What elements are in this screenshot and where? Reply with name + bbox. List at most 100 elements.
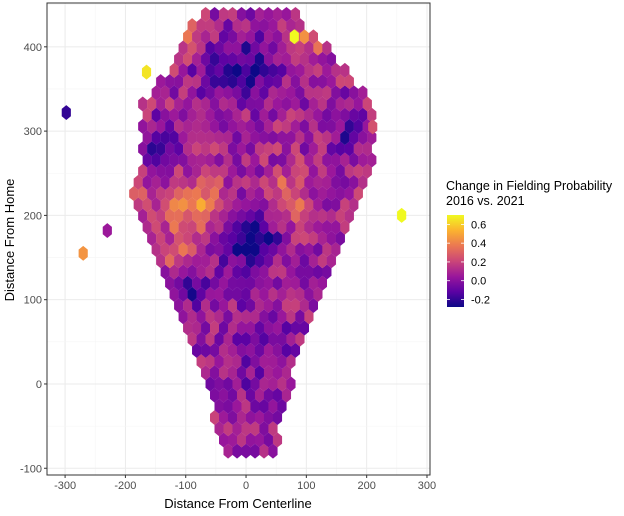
hex-bin	[272, 387, 283, 403]
hex-bin	[295, 18, 305, 34]
hex-bin	[322, 85, 332, 101]
hex-bin	[263, 96, 274, 112]
hex-bin	[322, 107, 332, 123]
hex-bin	[362, 96, 372, 112]
hex-bin	[313, 40, 323, 56]
legend-tick-label: 0.2	[471, 257, 486, 269]
hex-bin	[160, 174, 170, 190]
hex-bin	[358, 174, 368, 190]
hex-bin	[174, 74, 184, 90]
hex-bin	[151, 152, 161, 168]
hex-bin	[281, 320, 292, 336]
hex-bin	[219, 186, 229, 202]
hex-bin	[232, 85, 242, 101]
hex-bin	[281, 275, 292, 291]
hex-bin	[263, 51, 274, 67]
hex-bin	[210, 141, 220, 157]
hex-bin	[241, 331, 251, 347]
hex-bin	[349, 130, 359, 146]
hex-bin	[268, 421, 278, 437]
hex-bin	[254, 342, 265, 358]
hex-bin	[245, 342, 256, 358]
hex-bin	[196, 18, 206, 34]
hex-bin	[227, 96, 238, 112]
hex-bin	[183, 275, 193, 291]
hex-bin	[232, 197, 242, 213]
hex-bin	[201, 253, 211, 269]
hex-bin	[281, 6, 292, 22]
hex-bin	[174, 51, 184, 67]
hex-bin	[268, 85, 278, 101]
hex-bin	[290, 275, 301, 291]
hex-bin	[286, 62, 296, 78]
hex-bin	[232, 309, 242, 325]
hex-bin	[254, 208, 265, 224]
hex-bin	[236, 298, 247, 314]
hex-bin	[367, 152, 377, 168]
hex-bin	[259, 354, 269, 370]
hex-bin	[192, 298, 202, 314]
hex-bin	[160, 197, 170, 213]
hex-bin	[232, 331, 242, 347]
hex-bin	[219, 141, 229, 157]
hex-bin	[187, 331, 197, 347]
hex-bin	[245, 74, 256, 90]
hex-bin	[313, 130, 323, 146]
hex-bin	[160, 107, 170, 123]
hex-bin	[214, 18, 224, 34]
hex-bin	[299, 275, 310, 291]
hex-bin	[174, 253, 184, 269]
x-axis-title: Distance From Centerline	[164, 496, 311, 511]
hex-bin	[232, 398, 242, 414]
hex-bin	[250, 174, 260, 190]
hex-bin	[205, 286, 215, 302]
hex-bin	[286, 309, 296, 325]
hex-bin	[263, 208, 274, 224]
hex-bin	[223, 443, 233, 459]
hex-bin	[201, 365, 211, 381]
hex-bin	[201, 208, 211, 224]
hex-bin	[183, 118, 193, 134]
x-tick-label: -200	[114, 480, 136, 492]
hex-bin	[254, 298, 265, 314]
hex-bin	[272, 163, 283, 179]
hex-bin	[344, 208, 354, 224]
hex-bin	[304, 152, 314, 168]
hex-bin	[192, 51, 202, 67]
hex-bin	[232, 286, 242, 302]
hex-bin	[245, 230, 256, 246]
hex-bin	[286, 40, 296, 56]
hex-bin	[308, 141, 318, 157]
hex-bin	[156, 74, 166, 90]
hex-bin	[241, 219, 251, 235]
hex-bin	[268, 219, 278, 235]
legend-tick-label: 0.4	[471, 238, 486, 250]
hex-bin	[326, 230, 336, 246]
hex-bin	[326, 186, 336, 202]
hex-bin	[232, 18, 242, 34]
hex-bin	[299, 96, 310, 112]
hex-bin	[250, 443, 260, 459]
hex-bin	[322, 62, 332, 78]
hex-bin	[165, 118, 175, 134]
hex-bin	[326, 253, 336, 269]
hex-bin	[304, 62, 314, 78]
hex-bin	[151, 242, 161, 258]
hex-bin	[263, 320, 274, 336]
hex-bin	[358, 107, 368, 123]
hex-bin	[250, 40, 260, 56]
hex-bin	[308, 51, 318, 67]
hex-bin	[290, 253, 301, 269]
hex-bin	[245, 208, 256, 224]
hex-bin	[165, 253, 175, 269]
hex-bin	[286, 107, 296, 123]
hex-bin	[227, 51, 238, 67]
hex-bin	[156, 118, 166, 134]
x-tick-label: -300	[54, 480, 76, 492]
hex-bin	[272, 186, 283, 202]
hex-bin	[259, 286, 269, 302]
hex-bin	[169, 85, 179, 101]
hex-bin	[308, 253, 318, 269]
hex-bin	[299, 253, 310, 269]
hex-bin	[241, 398, 251, 414]
